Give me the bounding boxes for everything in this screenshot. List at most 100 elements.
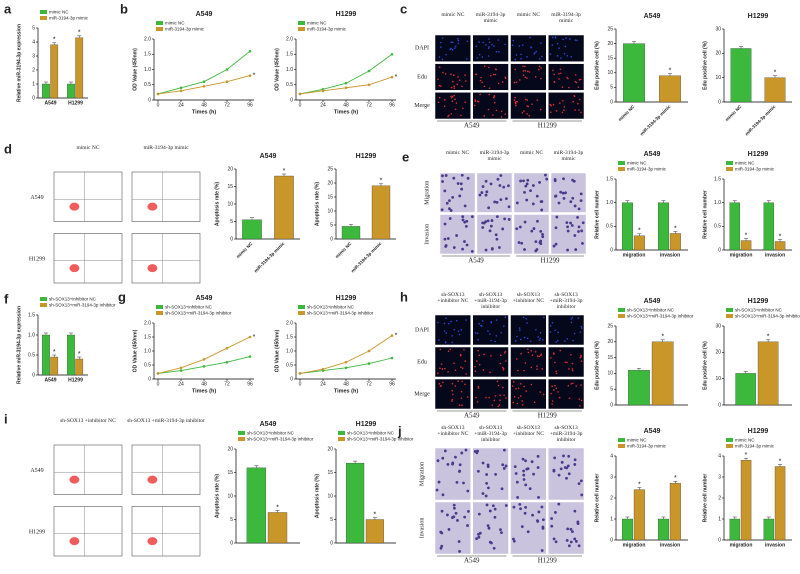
- cell-dot: [513, 81, 516, 84]
- legend-label: sh-SOX13+miR-3194-3p inhibitor: [627, 314, 694, 319]
- point: [298, 372, 302, 375]
- micrograph: [550, 214, 587, 255]
- panel-letter: g: [118, 289, 126, 304]
- row-label: Edu: [417, 74, 427, 80]
- cell-dot: [443, 322, 446, 325]
- cell-dot: [557, 201, 561, 205]
- cell-dot: [445, 53, 447, 56]
- point: [344, 86, 348, 90]
- point: [248, 49, 252, 53]
- bar: [621, 518, 633, 541]
- cell-dot: [580, 493, 584, 497]
- cell-dot: [581, 221, 585, 225]
- legend-swatch: [338, 431, 345, 435]
- chart-title: H1299: [336, 295, 357, 302]
- cell-dot: [528, 71, 531, 73]
- x-tick-label: 48: [201, 381, 207, 387]
- cell-dot: [522, 478, 526, 481]
- cell-dot: [540, 505, 544, 509]
- cell-dot: [534, 76, 537, 78]
- cell-dot: [487, 206, 491, 210]
- cell-dot: [540, 77, 542, 80]
- cell-dot: [574, 109, 576, 111]
- group-label: H1299: [538, 557, 558, 565]
- cell-dot: [477, 387, 480, 389]
- cell-dot: [566, 361, 568, 364]
- column-header-text: sh-SOX13 +inhibitor NC: [512, 292, 544, 304]
- cell-dot: [578, 78, 581, 81]
- cell-dot: [488, 93, 491, 96]
- cell-dot: [520, 53, 522, 56]
- cell-dot: [503, 325, 505, 327]
- cell-dot: [443, 105, 446, 107]
- cell-dot: [499, 198, 503, 202]
- cell-dot: [580, 327, 583, 329]
- cell-dot: [502, 386, 504, 389]
- cell-cluster: [147, 475, 158, 484]
- cell-dot: [458, 463, 462, 467]
- cell-dot: [452, 41, 454, 44]
- y-tick-label: 15: [227, 470, 233, 476]
- y-tick-label: 5: [610, 85, 613, 91]
- flow-plot: [131, 171, 201, 222]
- bar: [267, 512, 288, 544]
- cell-dot: [521, 457, 525, 461]
- cell-dot: [460, 397, 463, 400]
- cell-dot: [499, 362, 502, 365]
- legend-swatch: [618, 444, 625, 448]
- cell-dot: [464, 80, 467, 82]
- cell-dot: [441, 368, 444, 370]
- cell-dot: [570, 383, 573, 385]
- column-header-text: miR-3194-3p mimic: [553, 150, 584, 162]
- cell-dot: [454, 98, 456, 101]
- cell-dot: [523, 369, 525, 372]
- column-header: miR-3194-3p mimic: [553, 150, 584, 162]
- y-axis-label: Edu positive cell (%): [702, 341, 708, 390]
- cell-dot: [494, 340, 496, 343]
- cell-dot: [522, 74, 525, 76]
- cell-dot: [530, 46, 532, 49]
- cell-dot: [550, 392, 552, 395]
- cell-dot: [535, 194, 539, 198]
- cell-dot: [573, 458, 577, 462]
- cell-dot: [515, 81, 518, 83]
- cell-dot: [558, 72, 560, 75]
- column-header: sh-SOX13 +miR-3194-3p inhibitor: [127, 418, 205, 424]
- cell-dot: [448, 207, 451, 211]
- cell-dot: [577, 482, 581, 486]
- cell-dot: [565, 476, 568, 480]
- cell-dot: [461, 367, 464, 370]
- cell-dot: [526, 55, 528, 58]
- cell-dot: [502, 467, 506, 470]
- cell-dot: [504, 43, 506, 46]
- cell-dot: [573, 95, 576, 98]
- cell-dot: [451, 195, 455, 199]
- x-axis-label: Times (h): [192, 388, 217, 394]
- cell-dot: [487, 108, 490, 111]
- significance-mark: *: [53, 349, 56, 356]
- legend-swatch: [156, 311, 163, 315]
- cell-dot: [487, 47, 490, 50]
- row-label: Invasion: [424, 224, 430, 245]
- cell-dot: [573, 234, 577, 237]
- bar: [50, 356, 59, 376]
- chart-title: H1299: [748, 428, 769, 435]
- row-label: DAPI: [415, 46, 429, 52]
- y-tick-label: 1.0: [606, 200, 613, 206]
- x-tick-label: 0: [157, 102, 160, 108]
- cell-dot: [445, 201, 449, 205]
- legend-label: sh-SOX13+miR-3194-3p inhibitor: [307, 311, 374, 316]
- column-header: sh-SOX13 +miR-3194-3p inhibitor: [474, 425, 507, 443]
- cell-dot: [515, 104, 517, 107]
- point: [390, 334, 394, 337]
- y-axis-label: Relative cell number: [594, 474, 600, 523]
- cell-dot: [492, 114, 494, 116]
- cell-dot: [441, 493, 445, 497]
- significance-mark: *: [53, 37, 56, 44]
- cell-dot: [442, 381, 444, 384]
- cell-dot: [444, 99, 446, 101]
- cell-dot: [480, 191, 484, 194]
- bar: [735, 373, 756, 406]
- cell-dot: [533, 401, 536, 404]
- cell-dot: [438, 56, 441, 58]
